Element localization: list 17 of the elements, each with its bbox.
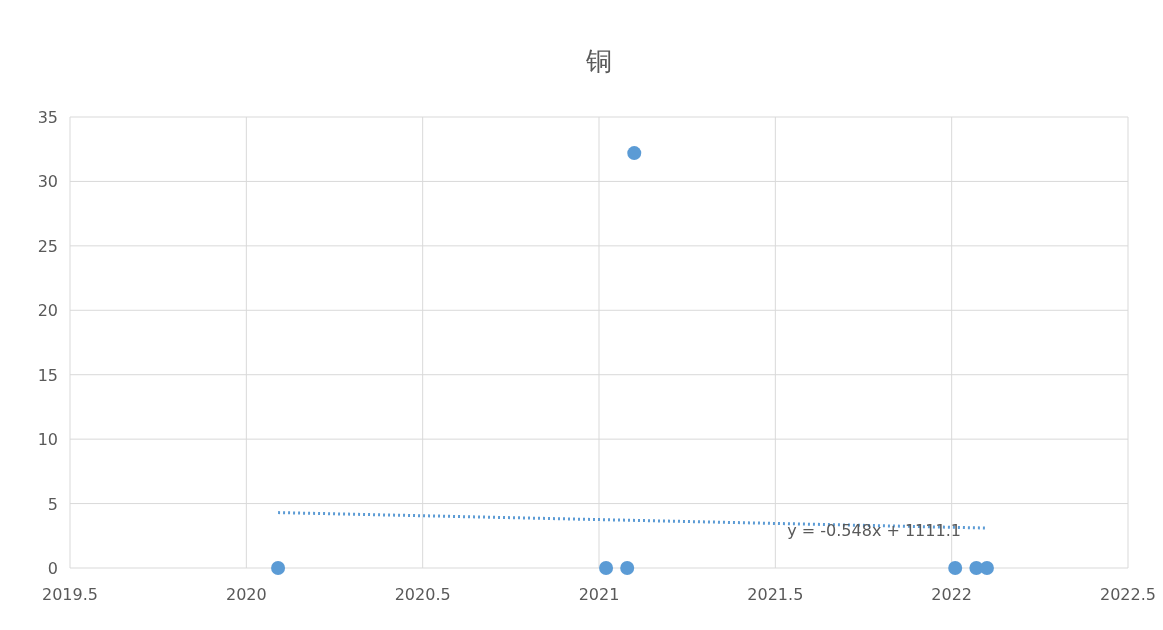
x-tick-label: 2022.5 [1100, 585, 1156, 604]
x-tick-label: 2021.5 [747, 585, 804, 604]
x-tick-label: 2021 [578, 585, 620, 604]
y-tick-label: 5 [47, 494, 58, 514]
chart-title: 铜 [585, 46, 612, 76]
x-tick-label: 2019.5 [42, 585, 98, 604]
y-tick-label: 10 [37, 430, 58, 450]
x-tick-label: 2022 [931, 585, 973, 604]
annotation: y = -0.548x + 1111.1 [787, 520, 961, 540]
y-tick-label: 30 [37, 172, 58, 192]
y-tick-label: 35 [37, 108, 58, 127]
x-tick-label: 2020.5 [394, 585, 451, 604]
x-tick-label: 2020 [225, 585, 267, 604]
y-tick-label: 15 [37, 365, 58, 385]
y-tick-label: 25 [37, 236, 58, 256]
y-tick-label: 20 [37, 301, 58, 321]
y-tick-label: 0 [47, 559, 58, 578]
